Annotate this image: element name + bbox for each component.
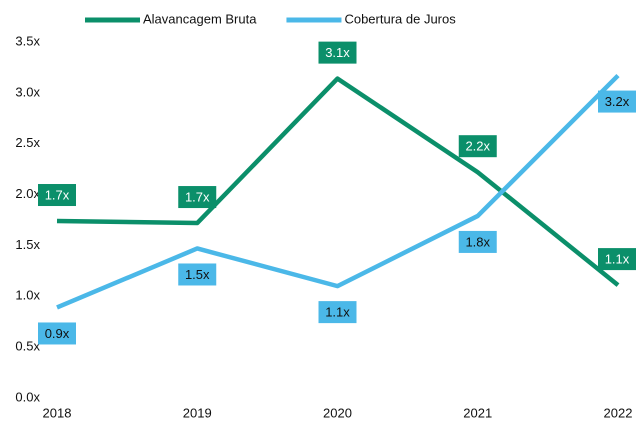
y-tick-label: 1.5x: [15, 237, 40, 252]
data-label: 1.7x: [45, 187, 70, 202]
x-tick-label: 2019: [183, 405, 212, 420]
data-label: 0.9x: [45, 326, 70, 341]
x-tick-label: 2021: [463, 405, 492, 420]
series-line: [56, 73, 620, 310]
data-label: 2.2x: [465, 139, 490, 154]
y-tick-label: 1.0x: [15, 288, 40, 303]
data-label: 1.1x: [325, 305, 350, 320]
y-tick-label: 0.0x: [15, 389, 40, 404]
x-tick-label: 2020: [323, 405, 352, 420]
data-label-box: [178, 263, 217, 286]
data-label: 1.7x: [185, 189, 210, 204]
data-label-box: [318, 301, 357, 324]
y-tick-label: 2.0x: [15, 186, 40, 201]
x-tick-label: 2022: [604, 405, 633, 420]
data-label: 1.1x: [605, 252, 630, 267]
y-tick-label: 0.5x: [15, 339, 40, 354]
data-label-box: [458, 230, 497, 253]
data-label-box: [38, 184, 76, 207]
data-label-box: [598, 248, 636, 271]
x-tick-label: 2018: [43, 405, 72, 420]
y-tick-label: 3.5x: [15, 33, 40, 48]
data-label: 1.8x: [465, 234, 490, 249]
legend-label: Cobertura de Juros: [344, 11, 456, 26]
legend-label: Alavancagem Bruta: [143, 11, 257, 26]
data-label-box: [38, 322, 76, 345]
data-label: 3.1x: [325, 45, 350, 60]
data-label: 1.5x: [185, 267, 210, 282]
data-label-box: [458, 135, 497, 158]
data-label: 3.2x: [605, 94, 630, 109]
y-tick-label: 2.5x: [15, 135, 40, 150]
y-tick-label: 3.0x: [15, 84, 40, 99]
series-line: [56, 76, 620, 287]
data-label-box: [178, 186, 217, 209]
data-label-box: [598, 90, 636, 113]
data-label-box: [318, 41, 357, 64]
